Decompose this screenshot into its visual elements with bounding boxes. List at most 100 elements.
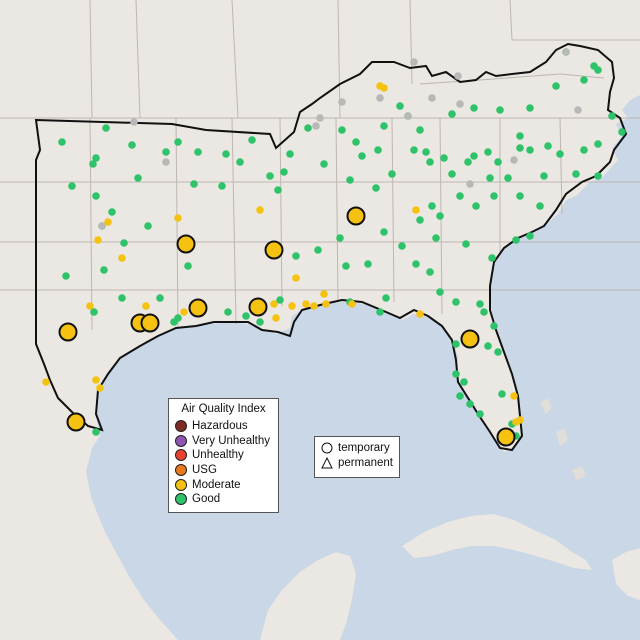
monitor-marker-good[interactable]	[336, 234, 344, 242]
monitor-marker-good[interactable]	[448, 110, 456, 118]
monitor-marker-good[interactable]	[608, 112, 616, 120]
monitor-marker-nodata[interactable]	[130, 118, 138, 126]
monitor-marker-good[interactable]	[304, 124, 312, 132]
monitor-marker-moderate-large[interactable]	[188, 298, 208, 318]
monitor-marker-moderate-large[interactable]	[58, 322, 78, 342]
monitor-marker-good[interactable]	[452, 340, 460, 348]
monitor-marker-good[interactable]	[364, 260, 372, 268]
monitor-marker-good[interactable]	[556, 150, 564, 158]
monitor-marker-good[interactable]	[388, 170, 396, 178]
monitor-marker-good[interactable]	[472, 202, 480, 210]
monitor-marker-good[interactable]	[92, 154, 100, 162]
monitor-marker-good[interactable]	[274, 186, 282, 194]
monitor-marker-good[interactable]	[580, 76, 588, 84]
monitor-marker-good[interactable]	[536, 202, 544, 210]
monitor-marker-good[interactable]	[338, 126, 346, 134]
monitor-marker-moderate[interactable]	[104, 218, 112, 226]
monitor-marker-good[interactable]	[460, 378, 468, 386]
monitor-marker-good[interactable]	[544, 142, 552, 150]
monitor-marker-good[interactable]	[256, 318, 264, 326]
monitor-marker-moderate[interactable]	[272, 314, 280, 322]
monitor-marker-good[interactable]	[416, 216, 424, 224]
monitor-marker-good[interactable]	[118, 294, 126, 302]
monitor-marker-good[interactable]	[432, 234, 440, 242]
monitor-marker-good[interactable]	[436, 212, 444, 220]
monitor-marker-good[interactable]	[456, 392, 464, 400]
monitor-marker-good[interactable]	[380, 122, 388, 130]
monitor-marker-good[interactable]	[170, 318, 178, 326]
monitor-marker-nodata[interactable]	[454, 72, 462, 80]
monitor-marker-moderate-large[interactable]	[264, 240, 284, 260]
monitor-marker-good[interactable]	[540, 172, 548, 180]
monitor-marker-good[interactable]	[490, 322, 498, 330]
monitor-marker-good[interactable]	[320, 160, 328, 168]
monitor-marker-good[interactable]	[412, 260, 420, 268]
monitor-marker-good[interactable]	[68, 182, 76, 190]
monitor-marker-good[interactable]	[552, 82, 560, 90]
monitor-marker-good[interactable]	[504, 174, 512, 182]
monitor-marker-moderate[interactable]	[516, 416, 524, 424]
monitor-marker-moderate[interactable]	[42, 378, 50, 386]
monitor-marker-good[interactable]	[134, 174, 142, 182]
monitor-marker-moderate[interactable]	[412, 206, 420, 214]
monitor-marker-moderate[interactable]	[310, 302, 318, 310]
monitor-marker-nodata[interactable]	[98, 222, 106, 230]
monitor-marker-good[interactable]	[594, 172, 602, 180]
monitor-marker-good[interactable]	[448, 170, 456, 178]
monitor-marker-good[interactable]	[218, 182, 226, 190]
monitor-marker-good[interactable]	[398, 242, 406, 250]
monitor-marker-good[interactable]	[224, 308, 232, 316]
monitor-marker-good[interactable]	[486, 174, 494, 182]
monitor-marker-good[interactable]	[58, 138, 66, 146]
monitor-marker-moderate[interactable]	[380, 84, 388, 92]
monitor-marker-good[interactable]	[464, 158, 472, 166]
monitor-marker-good[interactable]	[372, 184, 380, 192]
monitor-marker-good[interactable]	[494, 348, 502, 356]
monitor-marker-good[interactable]	[480, 308, 488, 316]
monitor-marker-good[interactable]	[92, 428, 100, 436]
monitor-marker-good[interactable]	[452, 370, 460, 378]
monitor-marker-nodata[interactable]	[466, 180, 474, 188]
monitor-marker-good[interactable]	[428, 202, 436, 210]
monitor-marker-good[interactable]	[144, 222, 152, 230]
monitor-marker-good[interactable]	[462, 240, 470, 248]
monitor-marker-moderate[interactable]	[292, 274, 300, 282]
monitor-marker-good[interactable]	[102, 124, 110, 132]
monitor-marker-moderate[interactable]	[416, 310, 424, 318]
monitor-marker-moderate-large[interactable]	[176, 234, 196, 254]
monitor-marker-good[interactable]	[174, 138, 182, 146]
monitor-marker-good[interactable]	[594, 66, 602, 74]
monitor-marker-good[interactable]	[580, 146, 588, 154]
monitor-marker-good[interactable]	[184, 262, 192, 270]
monitor-marker-good[interactable]	[280, 168, 288, 176]
monitor-marker-good[interactable]	[248, 136, 256, 144]
monitor-marker-good[interactable]	[498, 390, 506, 398]
monitor-marker-moderate[interactable]	[270, 300, 278, 308]
monitor-marker-good[interactable]	[236, 158, 244, 166]
monitor-marker-moderate[interactable]	[256, 206, 264, 214]
monitor-marker-good[interactable]	[484, 148, 492, 156]
monitor-marker-good[interactable]	[516, 192, 524, 200]
monitor-marker-nodata[interactable]	[338, 98, 346, 106]
monitor-marker-good[interactable]	[358, 152, 366, 160]
monitor-marker-moderate-large[interactable]	[496, 427, 516, 447]
monitor-marker-good[interactable]	[594, 140, 602, 148]
monitor-marker-nodata[interactable]	[456, 100, 464, 108]
monitor-marker-good[interactable]	[410, 146, 418, 154]
monitor-marker-good[interactable]	[476, 300, 484, 308]
monitor-marker-good[interactable]	[526, 146, 534, 154]
monitor-marker-good[interactable]	[108, 208, 116, 216]
monitor-marker-good[interactable]	[422, 148, 430, 156]
monitor-marker-good[interactable]	[572, 170, 580, 178]
monitor-marker-good[interactable]	[92, 192, 100, 200]
monitor-marker-good[interactable]	[436, 288, 444, 296]
monitor-marker-good[interactable]	[526, 232, 534, 240]
monitor-marker-good[interactable]	[194, 148, 202, 156]
monitor-marker-nodata[interactable]	[376, 94, 384, 102]
monitor-marker-good[interactable]	[89, 160, 97, 168]
monitor-marker-good[interactable]	[62, 272, 70, 280]
monitor-marker-moderate[interactable]	[142, 302, 150, 310]
monitor-marker-good[interactable]	[416, 126, 424, 134]
monitors-layer[interactable]	[42, 48, 626, 447]
